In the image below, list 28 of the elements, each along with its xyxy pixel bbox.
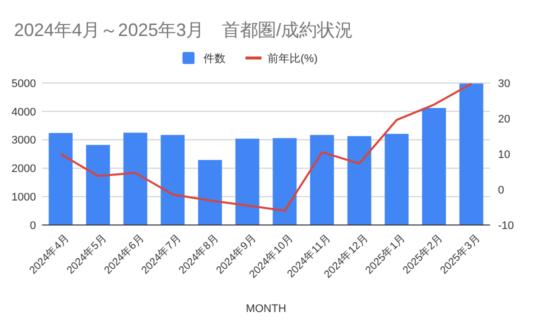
legend-label: 前年比(%) <box>268 52 318 65</box>
y-tick-label: 3000 <box>12 134 36 147</box>
line-series <box>60 82 472 212</box>
y2-tick-label: 0 <box>498 184 504 196</box>
bar <box>198 160 222 225</box>
chart-title: 2024年4月～2025年3月 首都圏/成約状況 <box>14 20 354 40</box>
legend-label: 件数 <box>204 52 226 65</box>
y2-tick-label: -10 <box>498 220 514 232</box>
y2-tick-label: 20 <box>498 113 510 126</box>
y-tick-label: 0 <box>30 220 36 232</box>
bar <box>123 132 148 225</box>
x-axis-title: MONTH <box>246 303 286 315</box>
bar <box>272 138 297 225</box>
bar <box>310 134 334 225</box>
bar <box>422 108 446 225</box>
y-tick-label: 5000 <box>12 78 36 90</box>
y-tick-label: 4000 <box>12 106 36 118</box>
bar <box>48 132 73 225</box>
y2-tick-label: 10 <box>498 148 510 161</box>
bar <box>160 134 185 225</box>
bar <box>86 144 110 225</box>
bar <box>384 134 409 225</box>
bar <box>235 138 260 225</box>
y-tick-label: 2000 <box>12 163 36 176</box>
y-tick-label: 1000 <box>12 191 36 204</box>
bar <box>459 84 484 225</box>
bar <box>347 136 372 225</box>
y2-tick-label: 30 <box>498 78 510 90</box>
